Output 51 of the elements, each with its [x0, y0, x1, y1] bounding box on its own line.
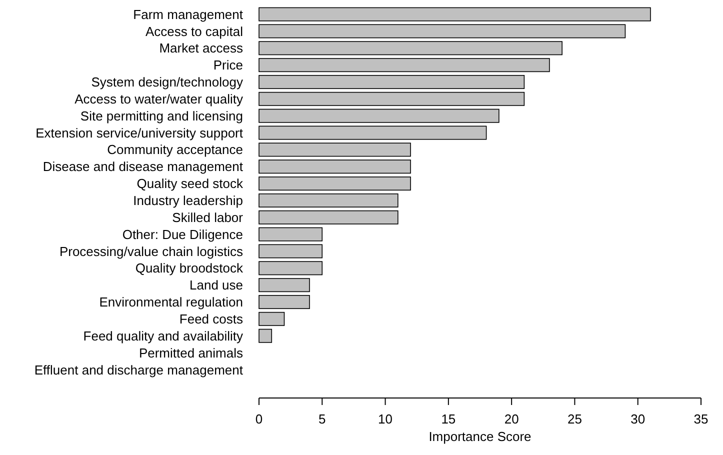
y-tick-label: Site permitting and licensing: [80, 108, 243, 124]
bar: [258, 142, 411, 157]
bar: [258, 261, 323, 276]
y-tick-label: Feed costs: [179, 311, 244, 326]
y-tick-label: System design/technology: [91, 74, 244, 90]
y-tick-label: Farm management: [133, 6, 244, 22]
y-tick-label: Market access: [159, 40, 244, 56]
bar: [258, 278, 310, 292]
x-axis-title: Importance Score: [428, 429, 532, 444]
y-tick-label: Environmental regulation: [99, 294, 243, 310]
bar: [258, 312, 285, 326]
y-tick-label: Disease and disease management: [42, 159, 244, 174]
y-tick-label: Access to water/water quality: [74, 91, 244, 106]
y-tick-label: Price: [213, 58, 243, 73]
y-tick-label: Quality seed stock: [136, 176, 244, 192]
bar: [258, 160, 411, 174]
bar: [258, 58, 550, 72]
y-tick-label: Permitted animals: [138, 345, 244, 360]
y-tick-label: Extension service/university support: [36, 125, 244, 140]
bar: [258, 210, 398, 224]
y-tick-label: Processing/value chain logistics: [59, 244, 244, 259]
y-tick-label: Industry leadership: [133, 193, 243, 208]
x-tick-label: 25: [567, 412, 582, 427]
x-tick-label: 5: [318, 412, 326, 427]
bar: [258, 7, 651, 22]
y-tick-label: Quality broodstock: [135, 260, 244, 276]
y-tick-label: Land use: [190, 278, 243, 293]
y-tick-label: Feed quality and availability: [83, 328, 244, 344]
y-tick-label: Skilled labor: [172, 210, 244, 225]
bar: [258, 24, 626, 38]
bar: [258, 295, 310, 310]
bar: [258, 126, 487, 140]
bar: [258, 227, 323, 242]
bar: [258, 193, 398, 208]
bar: [258, 176, 411, 191]
x-tick-label: 0: [255, 412, 263, 427]
x-tick-label: 15: [441, 412, 456, 427]
x-tick-label: 20: [504, 412, 519, 427]
x-tick-label: 35: [694, 412, 708, 427]
bar: [258, 328, 272, 343]
y-tick-label: Effluent and discharge management: [34, 362, 244, 378]
x-tick-label: 10: [378, 412, 393, 427]
y-tick-label: Access to capital: [145, 24, 244, 39]
bar: [258, 41, 562, 56]
bar: [258, 108, 500, 123]
bar: [258, 92, 525, 106]
x-tick-label: 30: [630, 412, 646, 427]
bar: [258, 74, 525, 89]
y-tick-label: Other: Due Diligence: [122, 226, 243, 242]
y-tick-label: Community acceptance: [107, 142, 243, 158]
bar: [258, 244, 323, 258]
